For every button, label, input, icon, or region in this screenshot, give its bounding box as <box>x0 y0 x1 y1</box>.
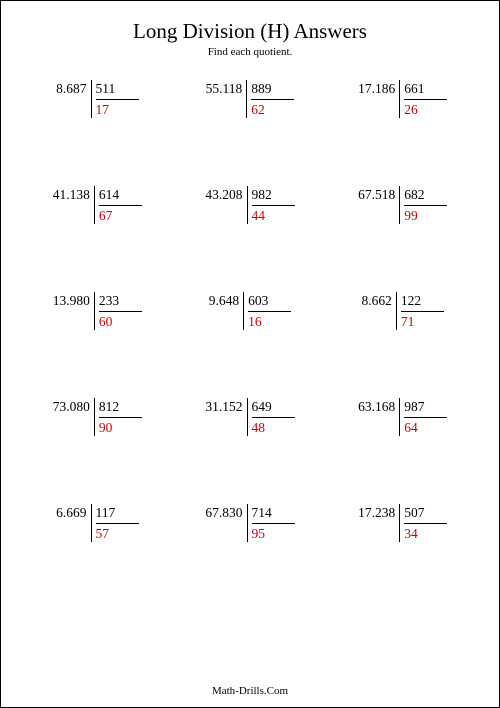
divisor: 614 <box>99 186 142 206</box>
dividend: 17.238 <box>358 504 399 522</box>
dividend: 6.669 <box>56 504 90 522</box>
divisor: 507 <box>404 504 447 524</box>
problem: 17.18666126 <box>326 80 479 118</box>
problem: 6.66911757 <box>21 504 174 542</box>
divisor: 649 <box>252 398 295 418</box>
quotient: 95 <box>252 524 295 543</box>
division-bracket: 61467 <box>94 186 142 224</box>
divisor: 889 <box>251 80 294 100</box>
problem: 73.08081290 <box>21 398 174 436</box>
problem: 67.51868299 <box>326 186 479 224</box>
problem: 8.66212271 <box>326 292 479 330</box>
divisor: 682 <box>404 186 447 206</box>
dividend: 55.118 <box>206 80 247 98</box>
divisor: 122 <box>401 292 444 312</box>
dividend: 41.138 <box>53 186 94 204</box>
division-bracket: 88962 <box>246 80 294 118</box>
dividend: 8.687 <box>56 80 90 98</box>
division-bracket: 60316 <box>243 292 291 330</box>
page-subtitle: Find each quotient. <box>21 46 479 58</box>
division-bracket: 71495 <box>247 504 295 542</box>
quotient: 67 <box>99 206 142 225</box>
division-bracket: 51117 <box>91 80 139 118</box>
division-bracket: 68299 <box>399 186 447 224</box>
quotient: 60 <box>99 312 142 331</box>
problem: 31.15264948 <box>174 398 327 436</box>
quotient: 16 <box>248 312 291 331</box>
division-bracket: 23360 <box>94 292 142 330</box>
quotient: 90 <box>99 418 142 437</box>
problem: 17.23850734 <box>326 504 479 542</box>
dividend: 67.518 <box>358 186 399 204</box>
division-bracket: 12271 <box>396 292 444 330</box>
division-bracket: 98764 <box>399 398 447 436</box>
divisor: 233 <box>99 292 142 312</box>
dividend: 63.168 <box>358 398 399 416</box>
problem: 8.68751117 <box>21 80 174 118</box>
problem: 67.83071495 <box>174 504 327 542</box>
dividend: 13.980 <box>53 292 94 310</box>
quotient: 34 <box>404 524 447 543</box>
division-bracket: 98244 <box>247 186 295 224</box>
divisor: 982 <box>252 186 295 206</box>
dividend: 31.152 <box>205 398 246 416</box>
dividend: 8.662 <box>361 292 395 310</box>
division-bracket: 11757 <box>91 504 139 542</box>
footer-text: Math-Drills.Com <box>1 685 499 697</box>
quotient: 99 <box>404 206 447 225</box>
division-bracket: 64948 <box>247 398 295 436</box>
dividend: 43.208 <box>205 186 246 204</box>
division-bracket: 81290 <box>94 398 142 436</box>
divisor: 661 <box>404 80 447 100</box>
dividend: 9.648 <box>209 292 243 310</box>
quotient: 64 <box>404 418 447 437</box>
dividend: 73.080 <box>53 398 94 416</box>
quotient: 57 <box>96 524 139 543</box>
quotient: 26 <box>404 100 447 119</box>
divisor: 117 <box>96 504 139 524</box>
divisor: 987 <box>404 398 447 418</box>
quotient: 17 <box>96 100 139 119</box>
divisor: 511 <box>96 80 139 100</box>
problem: 13.98023360 <box>21 292 174 330</box>
problem: 43.20898244 <box>174 186 327 224</box>
quotient: 71 <box>401 312 444 331</box>
worksheet-page: Long Division (H) Answers Find each quot… <box>0 0 500 708</box>
problem: 41.13861467 <box>21 186 174 224</box>
quotient: 62 <box>251 100 294 119</box>
quotient: 48 <box>252 418 295 437</box>
problems-grid: 8.6875111755.1188896217.1866612641.13861… <box>21 80 479 542</box>
problem: 63.16898764 <box>326 398 479 436</box>
page-title: Long Division (H) Answers <box>21 19 479 44</box>
problem: 9.64860316 <box>174 292 327 330</box>
divisor: 714 <box>252 504 295 524</box>
division-bracket: 50734 <box>399 504 447 542</box>
divisor: 812 <box>99 398 142 418</box>
dividend: 67.830 <box>205 504 246 522</box>
division-bracket: 66126 <box>399 80 447 118</box>
dividend: 17.186 <box>358 80 399 98</box>
problem: 55.11888962 <box>174 80 327 118</box>
divisor: 603 <box>248 292 291 312</box>
quotient: 44 <box>252 206 295 225</box>
